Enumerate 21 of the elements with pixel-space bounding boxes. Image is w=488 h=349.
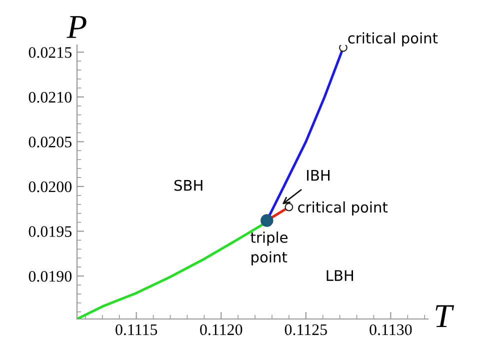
y-tick-label: 0.0190 (28, 270, 72, 282)
x-tick-label: 0.1115 (116, 324, 158, 336)
annotation: critical point (348, 32, 438, 46)
y-tick-label: 0.0210 (28, 92, 72, 103)
x-tick-label: 0.1125 (284, 324, 327, 336)
annotation: triple point (250, 232, 288, 266)
point (260, 214, 274, 227)
point (338, 45, 348, 52)
y-tick-label: 0.0195 (28, 226, 72, 238)
y-tick-label: 0.0205 (28, 136, 72, 148)
annotation: IBH (307, 170, 330, 181)
x-tick-label: 0.1120 (200, 324, 242, 336)
x-axis-title: T (436, 305, 454, 328)
y-axis-title: P (66, 16, 86, 38)
x-tick-label: 0.1130 (370, 324, 412, 336)
y-tick-label: 0.0215 (28, 47, 72, 58)
annotation: critical point (298, 201, 388, 216)
annotation: SBH (174, 180, 202, 191)
point (284, 202, 294, 212)
y-tick-label: 0.0200 (28, 181, 72, 192)
annotation: LBH (326, 270, 354, 281)
